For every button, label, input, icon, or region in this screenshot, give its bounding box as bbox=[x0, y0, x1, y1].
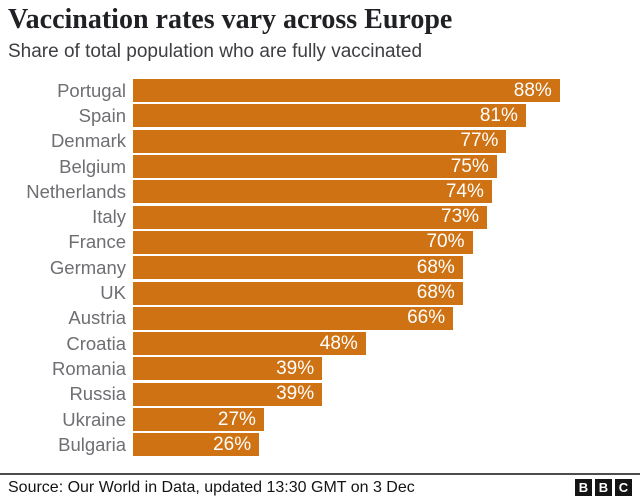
bar-row: Spain 81% bbox=[0, 103, 640, 128]
bar-track: 77% bbox=[133, 129, 640, 153]
bar-category-label: Croatia bbox=[66, 332, 126, 354]
bbc-logo-block: B bbox=[575, 479, 592, 496]
bar-category-label: France bbox=[68, 231, 126, 253]
bar-track: 74% bbox=[133, 180, 640, 204]
bar-category-label: UK bbox=[100, 282, 126, 304]
bar-category-label: Denmark bbox=[50, 130, 126, 152]
bar-row: Ukraine 27% bbox=[0, 407, 640, 432]
bbc-logo-block: B bbox=[595, 479, 612, 496]
bar: 74% bbox=[133, 180, 492, 204]
bar-value-label: 88% bbox=[513, 79, 552, 101]
bar-chart: Portugal 88% Spain 81% Denmark 77% Belgium 75% N… bbox=[0, 78, 640, 457]
bar-category-label: Austria bbox=[68, 307, 126, 329]
bar-category-label: Portugal bbox=[57, 79, 126, 101]
bar-track: 88% bbox=[133, 79, 640, 103]
bar-value-label: 75% bbox=[450, 155, 489, 177]
bar-row: Russia 39% bbox=[0, 382, 640, 407]
bar-category-label: Ukraine bbox=[62, 408, 126, 430]
bar-track: 66% bbox=[133, 306, 640, 330]
bar: 48% bbox=[133, 332, 366, 356]
bar: 73% bbox=[133, 205, 488, 229]
bar-track: 48% bbox=[133, 332, 640, 356]
bar: 68% bbox=[133, 281, 463, 305]
bar-value-label: 39% bbox=[276, 383, 315, 405]
bar-value-label: 27% bbox=[217, 408, 256, 430]
bar-value-label: 26% bbox=[213, 433, 252, 455]
bar-value-label: 66% bbox=[407, 307, 446, 329]
bar-row: Germany 68% bbox=[0, 255, 640, 280]
bar-category-label: Romania bbox=[51, 357, 126, 379]
bar-track: 68% bbox=[133, 281, 640, 305]
bar-row: Bulgaria 26% bbox=[0, 432, 640, 457]
bar-category-label: Germany bbox=[49, 256, 126, 278]
bar-track: 81% bbox=[133, 104, 640, 128]
bar-row: Portugal 88% bbox=[0, 78, 640, 103]
page-title: Vaccination rates vary across Europe bbox=[8, 4, 453, 35]
bar-row: UK 68% bbox=[0, 280, 640, 305]
bar-value-label: 77% bbox=[460, 130, 499, 152]
bar-category-label: Russia bbox=[69, 383, 126, 405]
bar-category-label: Bulgaria bbox=[58, 433, 126, 455]
bar-value-label: 70% bbox=[426, 231, 465, 253]
bar-value-label: 73% bbox=[441, 206, 480, 228]
footer: Source: Our World in Data, updated 13:30… bbox=[0, 473, 640, 500]
bar-value-label: 68% bbox=[416, 256, 455, 278]
bar: 39% bbox=[133, 382, 323, 406]
bar-value-label: 48% bbox=[319, 332, 358, 354]
bar-track: 73% bbox=[133, 205, 640, 229]
bar-row: Croatia 48% bbox=[0, 331, 640, 356]
source-text: Source: Our World in Data, updated 13:30… bbox=[8, 478, 415, 496]
bar-category-label: Belgium bbox=[59, 155, 126, 177]
bar-row: Belgium 75% bbox=[0, 154, 640, 179]
bar-category-label: Spain bbox=[78, 104, 126, 126]
bbc-logo-block: C bbox=[615, 479, 632, 496]
bar: 39% bbox=[133, 357, 323, 381]
bar-row: France 70% bbox=[0, 230, 640, 255]
bar-row: Netherlands 74% bbox=[0, 179, 640, 204]
bar-track: 27% bbox=[133, 408, 640, 431]
bar: 66% bbox=[133, 306, 454, 330]
bar-category-label: Netherlands bbox=[26, 180, 126, 202]
bar-track: 26% bbox=[133, 433, 640, 457]
bar-track: 68% bbox=[133, 256, 640, 280]
bar-track: 39% bbox=[133, 357, 640, 381]
bar-value-label: 81% bbox=[479, 104, 518, 126]
bar: 70% bbox=[133, 230, 473, 254]
bar: 75% bbox=[133, 155, 497, 179]
bar-value-label: 39% bbox=[276, 357, 315, 379]
bar-row: Italy 73% bbox=[0, 204, 640, 229]
bar-track: 75% bbox=[133, 155, 640, 179]
page-subtitle: Share of total population who are fully … bbox=[8, 41, 423, 62]
bar-track: 39% bbox=[133, 382, 640, 406]
bar: 27% bbox=[133, 408, 264, 431]
bar-row: Austria 66% bbox=[0, 306, 640, 331]
bar: 77% bbox=[133, 129, 507, 153]
bar: 26% bbox=[133, 433, 260, 457]
bar-category-label: Italy bbox=[92, 206, 126, 228]
bar-value-label: 68% bbox=[416, 282, 455, 304]
bar-value-label: 74% bbox=[445, 180, 484, 202]
bar-row: Romania 39% bbox=[0, 356, 640, 381]
bar-row: Denmark 77% bbox=[0, 129, 640, 154]
bar: 68% bbox=[133, 256, 463, 280]
bar: 81% bbox=[133, 104, 526, 128]
bar: 88% bbox=[133, 79, 560, 103]
bar-track: 70% bbox=[133, 230, 640, 254]
